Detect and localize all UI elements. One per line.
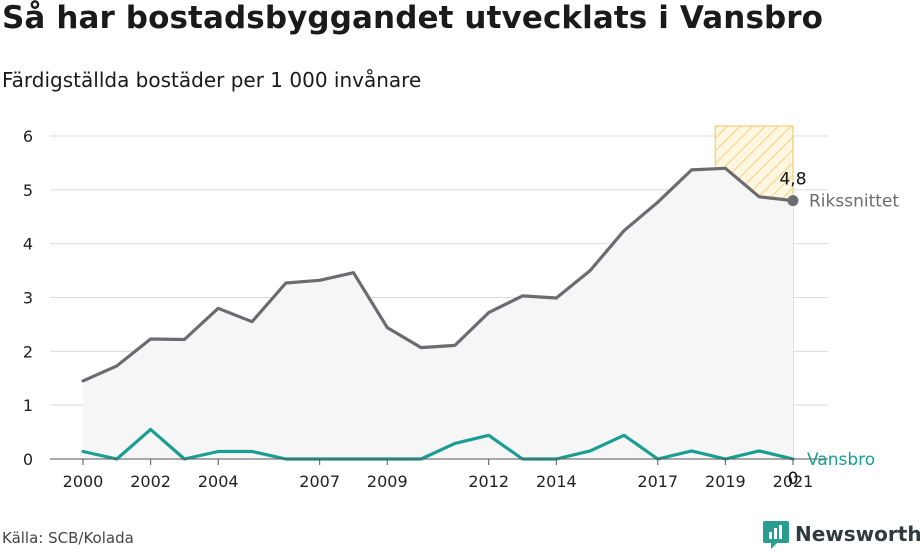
x-tick-label: 2002 xyxy=(130,472,171,491)
newsworthy-logo-icon xyxy=(763,521,789,549)
end-value-label: 4,8 xyxy=(779,170,806,190)
brand-name: Newsworthy xyxy=(795,522,920,546)
series-name-label: Rikssnittet xyxy=(809,192,899,212)
x-tick-label: 2019 xyxy=(705,472,746,491)
x-tick-label: 2017 xyxy=(637,472,678,491)
end-value-label: 0 xyxy=(788,469,799,489)
y-tick-label: 4 xyxy=(23,235,33,254)
x-tick-label: 2021 xyxy=(773,472,814,491)
y-tick-label: 0 xyxy=(23,450,33,469)
series-area-rikssnittet xyxy=(83,168,793,460)
y-tick-label: 5 xyxy=(23,181,33,200)
source-note: Källa: SCB/Kolada xyxy=(2,529,134,547)
y-tick-label: 6 xyxy=(23,127,33,146)
series-line-rikssnittet xyxy=(81,166,795,383)
line-chart: 0 1 2 3 4 5 6 2000 2002 2004 2007 2009 2012 2014 2017 2… xyxy=(23,125,899,491)
x-tick-label: 2004 xyxy=(198,472,239,491)
y-tick-label: 1 xyxy=(23,396,33,415)
y-tick-label: 2 xyxy=(23,342,33,361)
y-tick-label: 3 xyxy=(23,289,33,308)
x-tick-label: 2007 xyxy=(299,472,340,491)
brand-logo: Newsworthy xyxy=(763,519,920,549)
x-tick-label: 2012 xyxy=(468,472,509,491)
series-name-label: Vansbro xyxy=(807,450,875,470)
chart-subtitle: Färdigställda bostäder per 1 000 invånar… xyxy=(2,68,422,92)
x-tick-label: 2000 xyxy=(63,472,104,491)
series-end-marker xyxy=(787,195,799,207)
x-tick-label: 2009 xyxy=(367,472,408,491)
series-line-vansbro xyxy=(81,427,795,461)
x-tick-label: 2014 xyxy=(536,472,577,491)
chart-title: Så har bostadsbyggandet utvecklats i Van… xyxy=(2,0,824,36)
